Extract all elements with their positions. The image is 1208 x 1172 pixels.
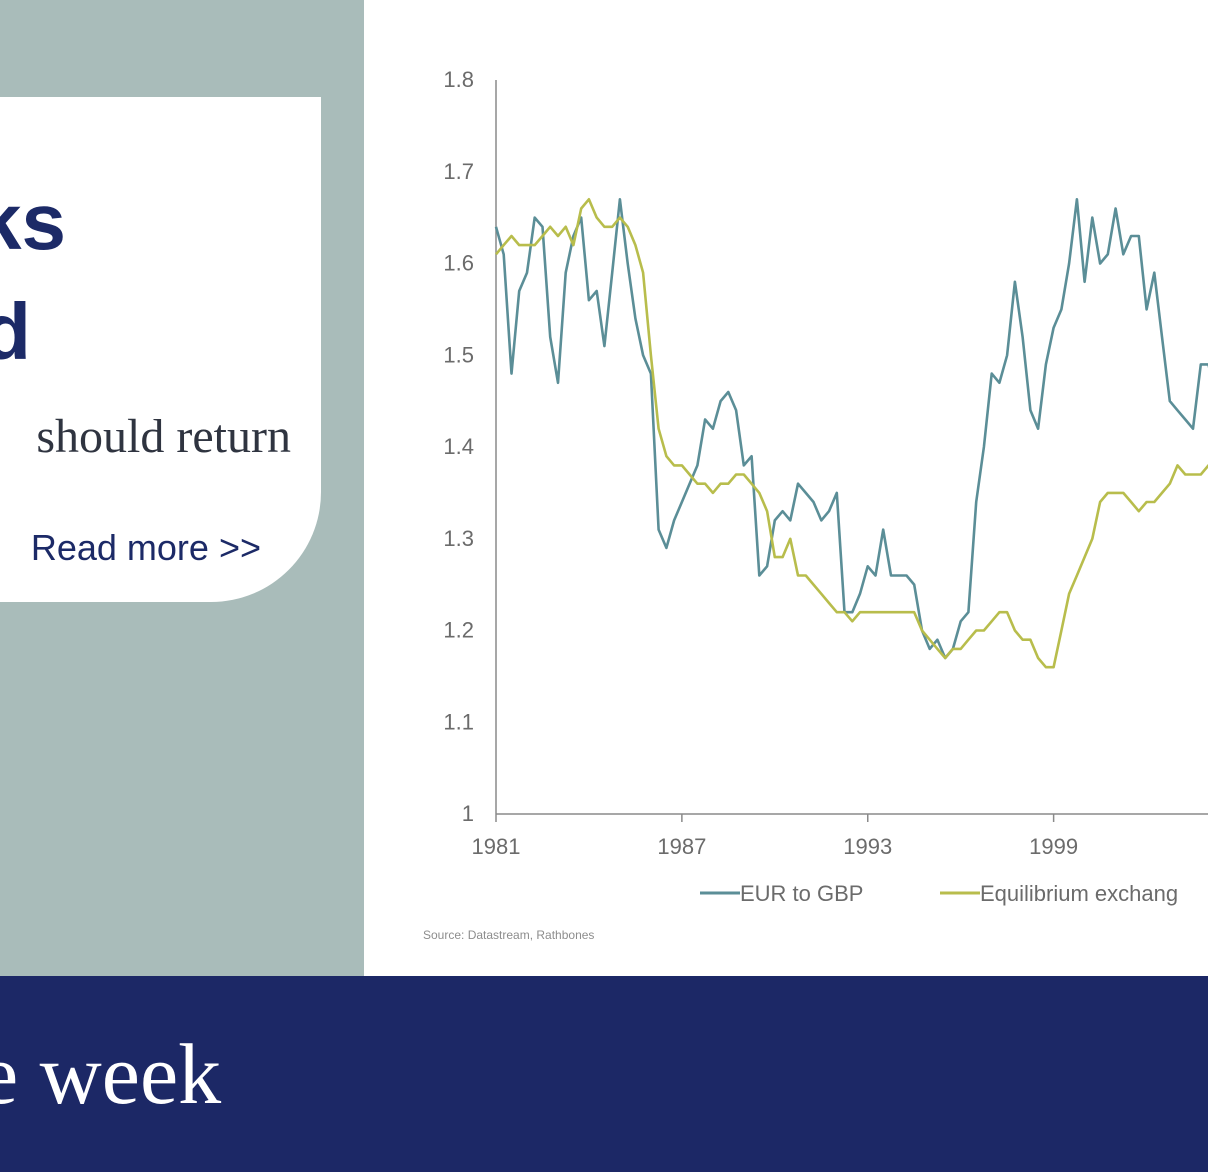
y-tick-label: 1 [462, 801, 474, 826]
promo-subtext: should return [36, 410, 291, 463]
y-tick-label: 1.8 [443, 67, 474, 92]
chart-legend: EUR to GBP Equilibrium exchang [700, 881, 1178, 906]
promo-panel: ks d should return Read more >> [0, 0, 364, 976]
legend-label: EUR to GBP [740, 881, 863, 906]
y-tick-label: 1.3 [443, 526, 474, 551]
y-tick-label: 1.4 [443, 434, 474, 459]
chart-source-note: Source: Datastream, Rathbones [423, 928, 595, 942]
x-tick-label: 1999 [1029, 834, 1078, 859]
y-tick-label: 1.7 [443, 159, 474, 184]
chart-series [494, 198, 1208, 669]
promo-headline-line2: d [0, 287, 31, 376]
y-tick-labels: 1 1.1 1.2 1.3 1.4 1.5 1.6 1.7 1.8 [443, 67, 474, 826]
y-tick-label: 1.1 [443, 709, 474, 734]
promo-card[interactable]: ks d should return Read more >> [0, 97, 321, 602]
x-tick-labels: 19811987199319992 [472, 814, 1078, 859]
x-tick-label: 1987 [657, 834, 706, 859]
footer-banner: e week [0, 976, 1208, 1172]
y-tick-label: 1.5 [443, 342, 474, 367]
exchange-rate-chart: 1 1.1 1.2 1.3 1.4 1.5 1.6 1.7 1.8 1981 1987 1993 19… [443, 67, 1208, 906]
series-line-1 [495, 198, 1208, 669]
chart-axes [495, 80, 1208, 815]
x-tick-label: 1981 [472, 834, 521, 859]
read-more-link[interactable]: Read more >> [30, 527, 261, 568]
promo-headline-line1: ks [0, 177, 66, 266]
legend-label: Equilibrium exchang [980, 881, 1178, 906]
y-tick-label: 1.6 [443, 251, 474, 276]
y-tick-label: 1.2 [443, 618, 474, 643]
x-tick-label: 1993 [843, 834, 892, 859]
chart-area: 1 1.1 1.2 1.3 1.4 1.5 1.6 1.7 1.8 1981 1987 1993 19… [364, 0, 1208, 976]
series-line-0 [494, 198, 1208, 660]
footer-title: e week [0, 1026, 222, 1122]
